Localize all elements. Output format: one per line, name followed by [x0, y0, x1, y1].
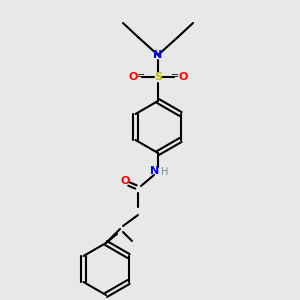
Text: O: O	[120, 176, 130, 186]
Text: N: N	[153, 50, 163, 60]
Text: H: H	[161, 167, 169, 177]
Text: N: N	[150, 166, 160, 176]
Text: O: O	[178, 72, 188, 82]
Text: O: O	[128, 72, 138, 82]
Text: S: S	[154, 72, 162, 82]
Text: =: =	[171, 71, 179, 82]
Text: =: =	[137, 71, 145, 82]
